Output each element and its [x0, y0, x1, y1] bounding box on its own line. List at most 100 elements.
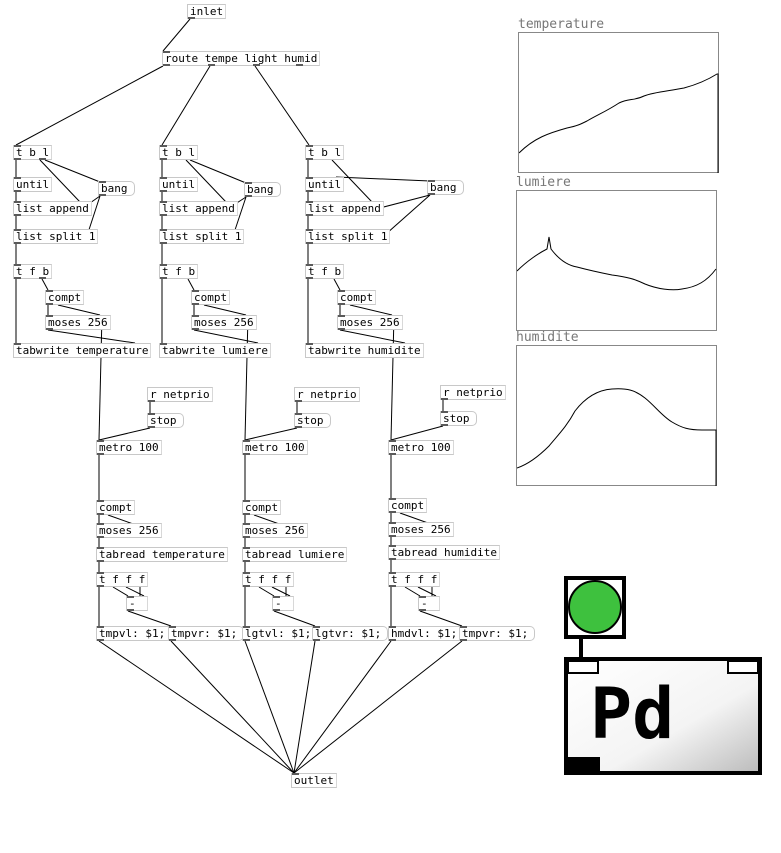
bang-humid[interactable]: bang: [427, 180, 463, 195]
trigger-fff-humid[interactable]: t f f f: [388, 572, 441, 587]
moses-write-light[interactable]: moses 256: [191, 315, 257, 330]
message-tmpvl[interactable]: tmpvl: $1;: [96, 626, 173, 641]
message-hmdvl[interactable]: hmdvl: $1;: [388, 626, 465, 641]
until-humid[interactable]: until: [305, 177, 345, 192]
bang-light[interactable]: bang: [244, 182, 280, 197]
patch-cord[interactable]: [335, 176, 431, 182]
compt-write-light[interactable]: compt: [191, 290, 231, 305]
patch-cord[interactable]: [44, 159, 101, 183]
patch-cord[interactable]: [390, 425, 444, 441]
inlet-object[interactable]: inlet: [187, 4, 227, 19]
trigger-float-bang-humid[interactable]: t f b: [305, 264, 345, 279]
outlet-object[interactable]: outlet: [291, 773, 337, 788]
patch-cord[interactable]: [271, 586, 291, 597]
patch-cord[interactable]: [162, 18, 191, 52]
compt-write-humid[interactable]: compt: [337, 290, 377, 305]
patch-cord[interactable]: [98, 640, 295, 774]
minus-light[interactable]: -: [272, 596, 294, 611]
patch-cord[interactable]: [293, 640, 392, 774]
receive-netprio-light[interactable]: r netprio: [294, 387, 360, 402]
patch-cord[interactable]: [293, 640, 463, 774]
patch-cord[interactable]: [333, 278, 341, 291]
message-lgtvl[interactable]: lgtvl: $1;: [242, 626, 319, 641]
trigger-float-bang-light[interactable]: t f b: [159, 264, 199, 279]
patch-cord[interactable]: [193, 329, 259, 344]
patch-cord[interactable]: [244, 640, 295, 774]
message-tmpvr-2[interactable]: tmpvr: $1;: [459, 626, 536, 641]
moses-write-temp[interactable]: moses 256: [45, 315, 111, 330]
list-split-temp[interactable]: list split 1: [13, 229, 99, 244]
list-append-temp[interactable]: list append: [13, 201, 92, 216]
metro-humid[interactable]: metro 100: [388, 440, 454, 455]
trigger-fff-light[interactable]: t f f f: [242, 572, 295, 587]
tabread-temperature[interactable]: tabread temperature: [96, 547, 228, 562]
patch-cord[interactable]: [98, 427, 151, 441]
graph-temperature[interactable]: [518, 32, 719, 173]
moses-read-humid[interactable]: moses 256: [388, 522, 454, 537]
patch-cord[interactable]: [47, 329, 136, 344]
list-split-light[interactable]: list split 1: [159, 229, 245, 244]
moses-write-humid[interactable]: moses 256: [337, 315, 403, 330]
tabread-humidite[interactable]: tabread humidite: [388, 545, 500, 560]
patch-cord[interactable]: [244, 427, 298, 441]
patch-cord[interactable]: [98, 314, 103, 441]
patch-cord[interactable]: [203, 304, 247, 316]
stop-message-light[interactable]: stop: [294, 413, 330, 428]
patch-cord[interactable]: [349, 304, 393, 316]
list-split-humid[interactable]: list split 1: [305, 229, 391, 244]
tabread-lumiere[interactable]: tabread lumiere: [242, 547, 348, 562]
list-append-humid[interactable]: list append: [305, 201, 384, 216]
receive-netprio-humid[interactable]: r netprio: [440, 385, 506, 400]
patch-cord[interactable]: [15, 65, 164, 146]
patch-cord[interactable]: [112, 586, 129, 597]
until-temp[interactable]: until: [13, 177, 53, 192]
patch-cord[interactable]: [417, 586, 437, 597]
compt-write-temp[interactable]: compt: [45, 290, 85, 305]
bang-temp[interactable]: bang: [98, 181, 134, 196]
tabwrite-lumiere[interactable]: tabwrite lumiere: [159, 343, 271, 358]
minus-humid[interactable]: -: [418, 596, 440, 611]
patch-cord[interactable]: [57, 304, 101, 316]
trigger-bang-list-humid[interactable]: t b l: [305, 145, 345, 160]
graph-lumiere[interactable]: [516, 190, 717, 331]
patch-cord[interactable]: [419, 610, 463, 627]
route-object[interactable]: route tempe light humid: [162, 51, 321, 66]
tabwrite-humidite[interactable]: tabwrite humidite: [305, 343, 424, 358]
compt-read-temp[interactable]: compt: [96, 500, 136, 515]
patch-cord[interactable]: [244, 314, 249, 441]
minus-temp[interactable]: -: [126, 596, 148, 611]
patch-cord[interactable]: [254, 65, 310, 146]
patch-cord[interactable]: [293, 640, 316, 774]
until-light[interactable]: until: [159, 177, 199, 192]
trigger-bang-list-light[interactable]: t b l: [159, 145, 199, 160]
patch-cord[interactable]: [404, 586, 421, 597]
patch-cord[interactable]: [189, 159, 247, 184]
compt-read-light[interactable]: compt: [242, 500, 282, 515]
patch-cord[interactable]: [170, 640, 295, 774]
trigger-float-bang-temp[interactable]: t f b: [13, 264, 53, 279]
compt-read-humid[interactable]: compt: [388, 498, 428, 513]
moses-read-temp[interactable]: moses 256: [96, 523, 162, 538]
trigger-bang-list-temp[interactable]: t b l: [13, 145, 53, 160]
patch-cord[interactable]: [125, 586, 145, 597]
patch-cord[interactable]: [273, 610, 316, 627]
stop-message-humid[interactable]: stop: [440, 411, 476, 426]
patch-cord[interactable]: [258, 586, 275, 597]
patch-cord[interactable]: [390, 314, 395, 441]
graph-humidite[interactable]: [516, 345, 717, 486]
trigger-fff-temp[interactable]: t f f f: [96, 572, 149, 587]
patch-cord[interactable]: [161, 65, 211, 146]
tabwrite-temperature[interactable]: tabwrite temperature: [13, 343, 152, 358]
metro-temp[interactable]: metro 100: [96, 440, 162, 455]
metro-light[interactable]: metro 100: [242, 440, 308, 455]
moses-read-light[interactable]: moses 256: [242, 523, 308, 538]
patch-cord[interactable]: [187, 278, 195, 291]
patch-cord[interactable]: [41, 278, 49, 291]
message-tmpvr-1[interactable]: tmpvr: $1;: [168, 626, 245, 641]
patch-cord[interactable]: [127, 610, 172, 627]
message-lgtvr[interactable]: lgtvr: $1;: [312, 626, 389, 641]
stop-message-temp[interactable]: stop: [147, 413, 183, 428]
receive-netprio-temp[interactable]: r netprio: [147, 387, 213, 402]
list-append-light[interactable]: list append: [159, 201, 238, 216]
patch-cord[interactable]: [339, 329, 406, 344]
